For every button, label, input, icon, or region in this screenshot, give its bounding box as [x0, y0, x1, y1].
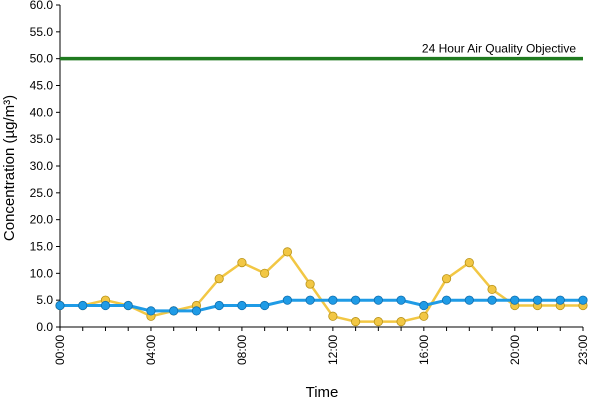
x-tick-label: 23:00 — [576, 335, 590, 365]
series-1-point — [305, 279, 315, 289]
series-1-point — [237, 257, 247, 268]
series-2-point — [328, 295, 338, 305]
x-axis-title: Time — [306, 384, 339, 400]
series-1-point — [282, 247, 292, 257]
y-tick-label: 0.0 — [36, 320, 53, 334]
series-1-point — [396, 317, 406, 327]
series-1-point — [214, 274, 224, 284]
series-2-point — [305, 295, 315, 305]
series-2-point — [123, 300, 133, 311]
series-2-point — [169, 306, 179, 316]
x-tick-label: 16:00 — [417, 335, 431, 365]
y-tick-label: 45.0 — [30, 79, 54, 93]
series-2-point — [396, 295, 406, 305]
objective-label: 24 Hour Air Quality Objective — [422, 42, 576, 56]
y-tick-label: 35.0 — [30, 132, 54, 146]
series-2-point — [237, 300, 247, 311]
series-2-point — [373, 295, 383, 305]
series-1-line — [60, 250, 583, 323]
y-tick-label: 30.0 — [30, 159, 54, 173]
series-1-point — [260, 268, 270, 278]
y-tick-label: 10.0 — [30, 266, 54, 280]
objective-line-group: 24 Hour Air Quality Objective — [60, 42, 583, 61]
series-2-point — [282, 295, 292, 305]
y-tick-label: 20.0 — [30, 213, 54, 227]
series-1-point — [441, 274, 452, 284]
y-tick-label: 40.0 — [30, 105, 54, 119]
series-2-point — [532, 295, 543, 305]
series-group — [55, 247, 588, 327]
axes — [56, 4, 584, 331]
y-tick-label: 60.0 — [30, 0, 54, 12]
series-2-point — [100, 300, 111, 311]
y-tick-label: 55.0 — [30, 25, 54, 39]
series-1-point — [487, 284, 497, 295]
y-tick-label: 25.0 — [30, 186, 54, 200]
series-2-point — [260, 300, 270, 311]
y-axis-title: Concentration (µg/m³) — [1, 95, 18, 241]
x-tick-label: 20:00 — [508, 335, 522, 365]
series-2-point — [146, 306, 156, 316]
series-2-point — [55, 300, 65, 311]
series-2-point — [487, 295, 497, 305]
series-2-point — [464, 295, 474, 305]
series-1-point — [328, 311, 338, 321]
tick-labels: 0.0 5.0 10.0 15.0 20.0 25.0 30.0 35.0 40.0 45.0 50… — [30, 0, 590, 365]
series-2-point — [214, 300, 224, 311]
series-2-point — [419, 300, 429, 311]
series-1-point — [464, 257, 474, 268]
x-tick-label: 00:00 — [53, 335, 67, 365]
y-tick-label: 50.0 — [30, 52, 54, 66]
series-2-point — [441, 295, 452, 305]
series-2-point — [578, 295, 588, 305]
x-tick-label: 04:00 — [144, 335, 158, 365]
series-2-point — [78, 300, 88, 311]
series-1-point — [373, 317, 383, 327]
series-2-point — [351, 295, 361, 305]
y-tick-label: 5.0 — [36, 293, 53, 307]
series-1-point — [351, 317, 361, 327]
series-2-point — [191, 306, 202, 316]
series-1-point — [419, 311, 429, 321]
y-tick-label: 15.0 — [30, 240, 54, 254]
x-tick-label: 12:00 — [326, 335, 340, 365]
x-tick-label: 08:00 — [235, 335, 249, 365]
series-2-point — [510, 295, 520, 305]
series-2-point — [555, 295, 565, 305]
